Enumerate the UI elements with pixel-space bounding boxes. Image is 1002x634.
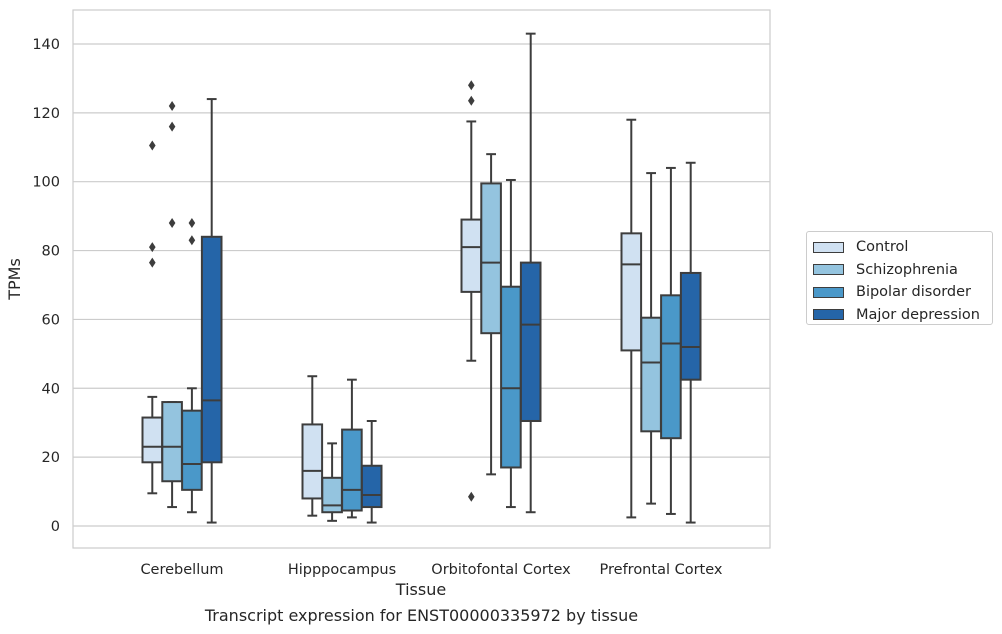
legend-swatch-bipolar-disorder [813,286,844,298]
box-0-3 [620,118,643,519]
box-iqr [341,428,363,512]
y-tick-label: 100 [32,175,60,191]
x-axis-label: Tissue [395,580,446,599]
outlier-point [188,235,196,246]
box-2-0 [181,218,203,514]
box-iqr [321,476,343,514]
y-tick-label: 140 [32,37,60,53]
outlier-point [149,140,156,151]
box-iqr [500,285,522,469]
box-0-2 [460,80,483,502]
box-iqr [620,232,643,352]
legend-label: Control [856,239,909,256]
box-iqr [161,401,183,483]
y-axis-label: TPMs [5,258,24,301]
legend: Control Schizophrenia Bipolar disorder M… [806,231,993,325]
legend-swatch-control [813,241,844,253]
box-iqr [200,235,223,464]
x-tick-labels: Cerebellum Hipppocampus Orbitofontal Corte… [140,562,722,578]
box-iqr [519,261,542,422]
outlier-point [168,121,176,132]
y-tick-label: 80 [42,244,60,260]
y-tick-label: 120 [32,106,60,122]
y-tick-label: 60 [42,312,60,328]
legend-item-control: Control [813,236,992,259]
box-iqr [679,271,702,381]
outlier-point [188,218,196,229]
outlier-point [468,95,475,106]
legend-swatch-schizophrenia [813,264,844,276]
box-2-2 [500,178,522,509]
box-iqr [660,294,682,440]
legend-item-major-depression: Major depression [813,304,992,327]
y-tick-label: 40 [42,381,60,397]
outlier-point [168,218,176,229]
legend-label: Schizophrenia [856,261,958,278]
y-tick-label: 20 [42,450,60,466]
x-tick-label: Hipppocampus [288,562,396,578]
outlier-point [468,80,475,91]
box-3-1 [360,419,383,524]
legend-item-schizophrenia: Schizophrenia [813,259,992,282]
outlier-point [468,491,475,502]
legend-item-bipolar-disorder: Bipolar disorder [813,281,992,304]
x-tick-label: Prefrontal Cortex [600,562,723,578]
box-0-1 [301,375,324,517]
y-tick-labels: 0 20 40 60 80 100 120 140 [32,37,60,535]
outlier-point [168,100,176,111]
outlier-point [149,242,156,253]
box-3-0 [200,98,223,524]
box-3-3 [679,161,702,524]
boxes [141,32,702,524]
box-iqr [640,316,662,433]
legend-label: Major depression [856,306,980,323]
box-iqr [460,218,483,293]
outlier-point [149,257,156,268]
x-tick-label: Orbitofontal Cortex [431,562,571,578]
x-tick-label: Cerebellum [140,562,223,578]
box-3-2 [519,32,542,514]
box-iqr [301,423,324,500]
box-1-2 [480,153,502,476]
box-iqr [141,416,164,464]
box-iqr [360,464,383,509]
legend-swatch-major-depression [813,309,844,321]
box-iqr [480,182,502,335]
y-tick-label: 0 [51,519,60,535]
legend-label: Bipolar disorder [856,284,971,301]
figure-caption: Transcript expression for ENST0000033597… [204,606,639,625]
box-iqr [181,409,203,491]
